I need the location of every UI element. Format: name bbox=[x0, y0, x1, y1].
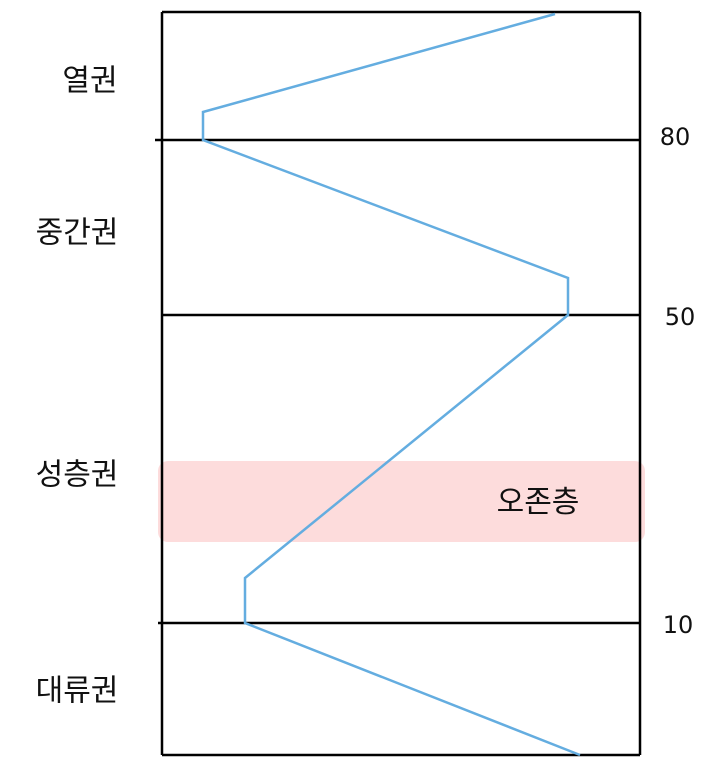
ozone-label: 오존층 bbox=[497, 485, 580, 520]
layer-label: 성층권 bbox=[36, 458, 119, 493]
layer-label: 열권 bbox=[62, 64, 117, 99]
altitude-label: 80 bbox=[660, 123, 691, 151]
layer-label: 중간권 bbox=[36, 216, 119, 251]
altitude-label: 10 bbox=[663, 611, 694, 639]
ozone-band bbox=[158, 461, 645, 542]
temperature-profile bbox=[201, 12, 581, 757]
altitude-label: 50 bbox=[665, 303, 696, 331]
frame bbox=[155, 10, 642, 757]
layer-label: 대류권 bbox=[36, 674, 119, 709]
